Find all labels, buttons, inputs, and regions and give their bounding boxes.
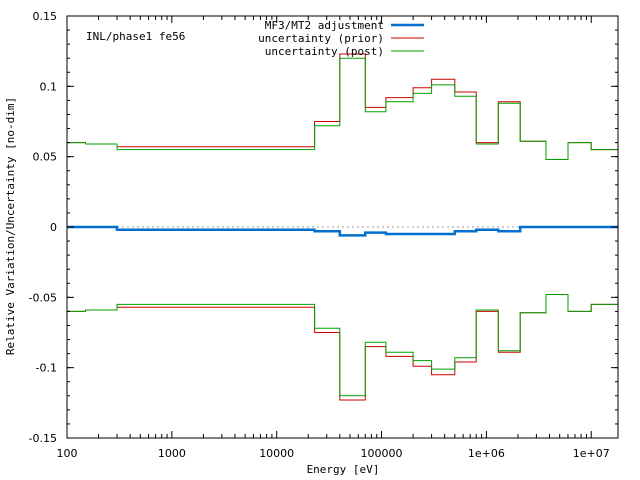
- y-tick-label: 0.1: [40, 80, 58, 93]
- x-tick-label: 100000: [361, 447, 403, 460]
- y-tick-label: 0: [50, 221, 57, 234]
- x-tick-label: 1e+07: [573, 447, 610, 460]
- series-line-uncertainty-post-negative: [67, 294, 618, 397]
- y-tick-label: -0.1: [36, 362, 57, 375]
- y-tick-label: -0.15: [29, 432, 57, 445]
- x-tick-label: 100: [57, 447, 78, 460]
- series-line-mf3-mt2-adjustment: [67, 225, 618, 237]
- y-axis-label: Relative Variation/Uncertainty [no-dim]: [4, 97, 17, 355]
- y-tick-label: -0.05: [29, 291, 57, 304]
- legend-label: uncertainty (prior): [258, 32, 384, 45]
- legend-label: uncertainty (post): [265, 45, 384, 58]
- x-tick-label: 1000: [158, 447, 186, 460]
- x-axis-label: Energy [eV]: [307, 463, 380, 476]
- series-line-uncertainty-post: [67, 57, 618, 160]
- legend-label: MF3/MT2 adjustment: [265, 19, 384, 32]
- x-tick-label: 10000: [259, 447, 294, 460]
- chart-annotation: INL/phase1 fe56: [86, 30, 185, 43]
- y-tick-label: 0.15: [33, 10, 58, 23]
- y-tick-label: 0.05: [33, 151, 58, 164]
- x-tick-label: 1e+06: [468, 447, 505, 460]
